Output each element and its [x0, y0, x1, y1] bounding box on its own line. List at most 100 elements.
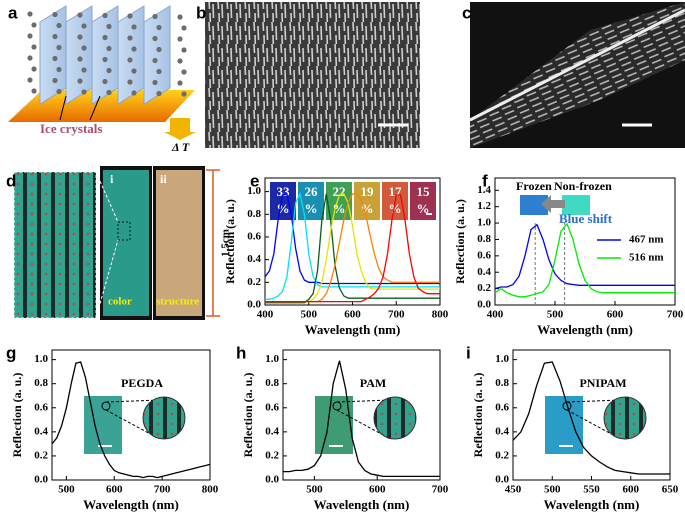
dot: [81, 23, 87, 29]
dot: [52, 55, 58, 62]
y-tick-label: 0.0: [34, 474, 48, 486]
plot-frame: [494, 177, 676, 306]
dot: [131, 24, 137, 30]
legend-label: 467 nm: [629, 234, 664, 246]
pointer: [89, 95, 101, 121]
y-tick-label: 0.8: [477, 233, 491, 245]
legend-label: 516 nm: [629, 252, 664, 264]
x-tick-label: 600: [607, 309, 624, 321]
panel-label: a: [8, 3, 18, 22]
y-axis-label: Reflection (a. u.): [10, 373, 24, 458]
x-tick-label: 700: [432, 484, 449, 496]
inset-label: PNIPAM: [579, 376, 626, 390]
dot: [156, 46, 162, 53]
panel-label: d: [6, 171, 16, 190]
zoom-line: [336, 409, 386, 437]
slab: [117, 5, 145, 105]
gradient-arrow: [164, 118, 196, 140]
y-axis-label: Reflection (a. u.): [223, 199, 237, 284]
zoom-line: [95, 171, 119, 223]
dot: [156, 90, 162, 97]
x-tick-label: 400: [487, 309, 504, 321]
x-tick-label: 450: [505, 484, 522, 496]
ice-slabs: [39, 5, 171, 105]
y-axis-label: Reflection (a. u.): [471, 373, 485, 458]
y-tick-label: 0.4: [34, 425, 48, 437]
y-tick-label: 0.2: [265, 449, 279, 461]
dot: [52, 11, 58, 18]
x-axis-label: Wavelength (nm): [314, 497, 410, 512]
gradient-label: Δ T: [171, 140, 190, 154]
y-tick-label: 0.0: [265, 474, 279, 486]
dot: [106, 45, 112, 52]
inset-label: PEGDA: [121, 376, 163, 390]
dot: [31, 66, 37, 72]
x-tick-label: 650: [662, 484, 679, 496]
x-tick-label: 600: [344, 309, 361, 321]
dot: [152, 35, 158, 42]
dot: [27, 33, 33, 39]
x-tick-label: 700: [154, 484, 171, 496]
y-tick-label: 1.0: [34, 353, 48, 365]
dot: [106, 23, 112, 30]
panel-label: b: [196, 3, 206, 22]
swatch-label: 22: [333, 184, 346, 199]
plot-frame: [51, 349, 211, 481]
dot: [127, 13, 133, 19]
photo-label: i: [110, 172, 114, 186]
series-line: [494, 223, 675, 290]
zoom-box: [117, 221, 131, 241]
zoom-line: [105, 399, 161, 403]
y-tick-label: 1.4: [477, 184, 491, 196]
dot: [177, 80, 183, 86]
dot: [152, 57, 158, 64]
x-tick-label: 600: [106, 484, 123, 496]
swatch-unit: %: [361, 201, 374, 216]
dot: [181, 91, 187, 97]
swatch-unit: %: [389, 201, 402, 216]
x-tick-label: 700: [667, 309, 684, 321]
slab: [91, 5, 119, 105]
x-tick-label: 500: [544, 484, 561, 496]
dot: [81, 67, 87, 73]
dot: [31, 22, 37, 28]
dot: [81, 89, 87, 95]
dot: [181, 25, 187, 31]
dot: [56, 88, 62, 95]
y-tick-label: 0.8: [247, 208, 261, 220]
series-line: [494, 222, 675, 298]
dot: [102, 56, 108, 63]
sem-edge: [469, 8, 685, 122]
y-tick-label: 0.2: [495, 449, 509, 461]
y-tick-label: 0.0: [247, 299, 261, 311]
series-line: [265, 194, 440, 303]
y-axis-label: Reflection (a. u.): [241, 373, 255, 458]
inset-label: Non-frozen: [554, 179, 612, 193]
panel-label: f: [482, 171, 488, 190]
x-tick-label: 500: [306, 484, 323, 496]
series-line: [265, 191, 440, 300]
dot: [156, 68, 162, 75]
y-axis-label: Reflection (a. u.): [453, 199, 467, 284]
zoom-line: [105, 409, 155, 437]
dot: [131, 68, 137, 74]
zoom-line: [566, 399, 622, 403]
panel-label: h: [236, 343, 246, 362]
dot: [102, 78, 108, 85]
panel-label: i: [466, 343, 471, 362]
x-tick-label: 800: [202, 484, 219, 496]
panel-label: c: [462, 3, 471, 22]
zoom-line: [95, 239, 119, 319]
dot: [31, 44, 37, 50]
series-line: [265, 193, 440, 304]
dot: [27, 55, 33, 61]
dot: [56, 66, 62, 73]
inset-photo: [84, 396, 122, 454]
photo-caption: color: [108, 296, 132, 308]
dot: [102, 12, 108, 19]
dot: [152, 13, 158, 20]
swatch-unit: %: [305, 201, 318, 216]
photo-film: [156, 170, 202, 316]
y-tick-label: 0.8: [495, 377, 509, 389]
dot: [131, 46, 137, 52]
